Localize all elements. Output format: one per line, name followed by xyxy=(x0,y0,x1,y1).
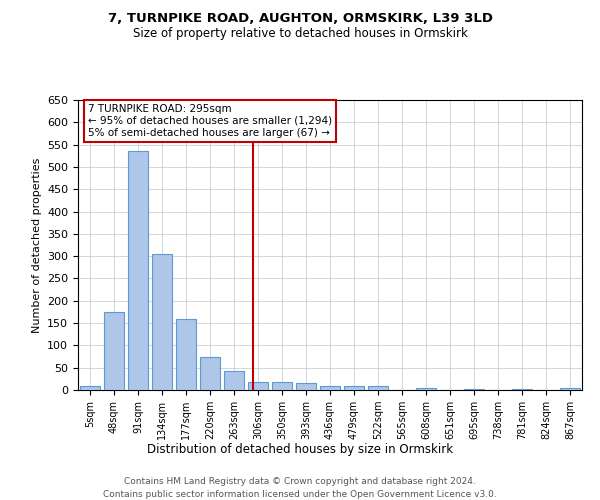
Text: Contains HM Land Registry data © Crown copyright and database right 2024.: Contains HM Land Registry data © Crown c… xyxy=(124,478,476,486)
Text: 7 TURNPIKE ROAD: 295sqm
← 95% of detached houses are smaller (1,294)
5% of semi-: 7 TURNPIKE ROAD: 295sqm ← 95% of detache… xyxy=(88,104,332,138)
Bar xyxy=(224,372,244,390)
Bar xyxy=(368,386,388,390)
Text: Contains public sector information licensed under the Open Government Licence v3: Contains public sector information licen… xyxy=(103,490,497,499)
Text: Size of property relative to detached houses in Ormskirk: Size of property relative to detached ho… xyxy=(133,28,467,40)
Bar xyxy=(296,384,316,390)
Bar xyxy=(416,388,436,390)
Text: 7, TURNPIKE ROAD, AUGHTON, ORMSKIRK, L39 3LD: 7, TURNPIKE ROAD, AUGHTON, ORMSKIRK, L39… xyxy=(107,12,493,26)
Bar xyxy=(464,388,484,390)
Bar xyxy=(128,152,148,390)
Bar xyxy=(248,382,268,390)
Bar xyxy=(512,388,532,390)
Bar xyxy=(104,312,124,390)
Bar xyxy=(320,386,340,390)
Bar xyxy=(560,388,580,390)
Y-axis label: Number of detached properties: Number of detached properties xyxy=(32,158,41,332)
Bar xyxy=(80,386,100,390)
Text: Distribution of detached houses by size in Ormskirk: Distribution of detached houses by size … xyxy=(147,442,453,456)
Bar xyxy=(176,318,196,390)
Bar xyxy=(272,382,292,390)
Bar xyxy=(200,356,220,390)
Bar xyxy=(344,386,364,390)
Bar xyxy=(152,254,172,390)
